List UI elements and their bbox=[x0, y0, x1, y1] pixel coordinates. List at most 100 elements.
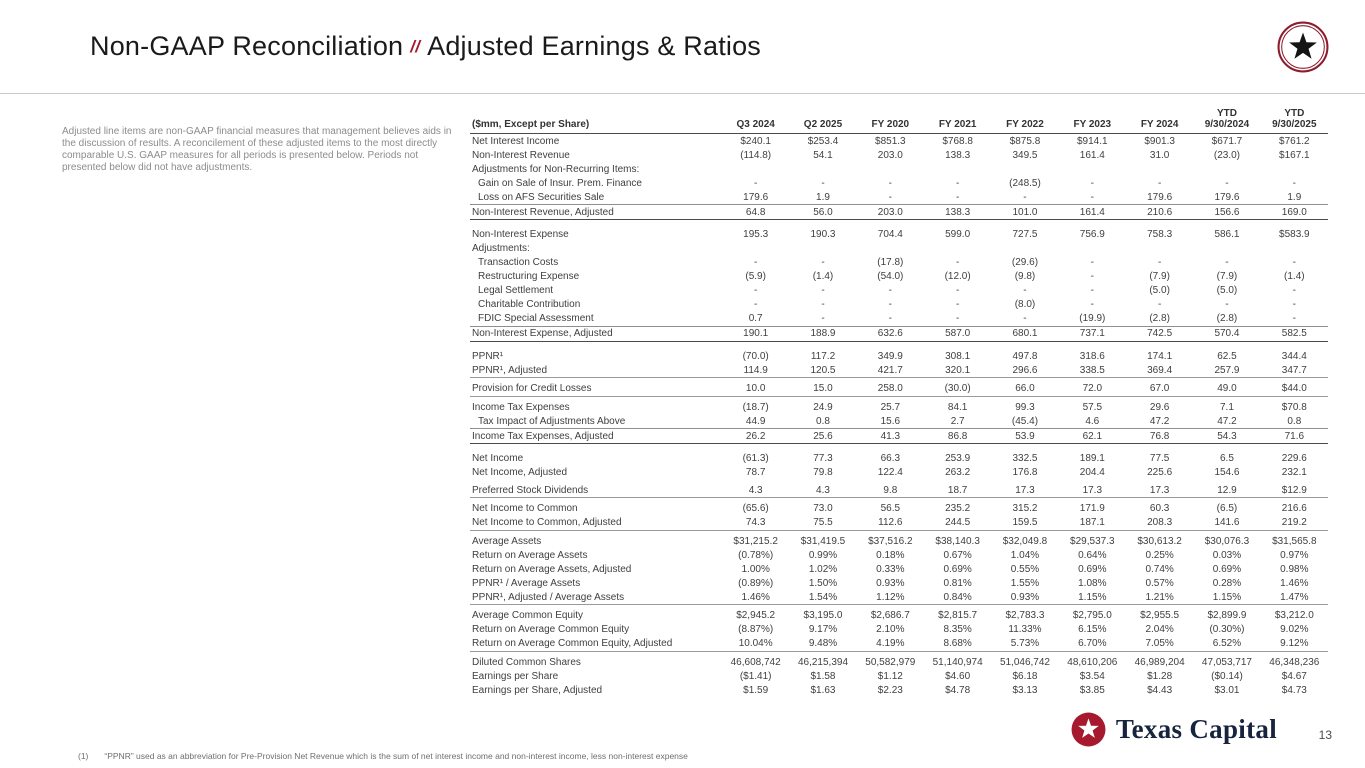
cell-value: 11.33% bbox=[1008, 624, 1042, 635]
cell-value: 174.1 bbox=[1147, 350, 1173, 362]
cell-value: $1.58 bbox=[810, 670, 836, 682]
cell-value: 66.0 bbox=[991, 377, 1059, 397]
cell-value: $30,613.2 bbox=[1137, 535, 1182, 547]
cell-value: 6.5 bbox=[1220, 453, 1234, 464]
cell-value: (61.3) bbox=[742, 453, 769, 464]
cell-value: 4.3 bbox=[722, 479, 790, 498]
cell-value: $761.2 bbox=[1279, 135, 1310, 147]
cell-value: $2.23 bbox=[877, 684, 903, 696]
row-label: FDIC Special Assessment bbox=[470, 311, 722, 327]
cell-value: $875.8 bbox=[1009, 135, 1041, 147]
cell-value: 742.5 bbox=[1125, 326, 1194, 342]
cell-value: $30,076.3 bbox=[1204, 535, 1250, 547]
cell-value: $1.59 bbox=[743, 684, 769, 696]
cell-value: 1.00% bbox=[741, 563, 770, 575]
table-row: Provision for Credit Losses 10.0 15.0 258.0… bbox=[470, 377, 1328, 397]
cell-value: 50,582,979 bbox=[865, 656, 916, 668]
cell-value: (7.9) bbox=[1149, 271, 1170, 282]
table-row: Non-Interest Revenue (114.8) 54.1 203.0 138.… bbox=[470, 148, 1328, 162]
column-header: YTD 9/30/2025 bbox=[1260, 106, 1328, 134]
cell-value: - bbox=[1292, 285, 1296, 296]
cell-value: 0.8 bbox=[789, 414, 857, 429]
reconciliation-table: ($mm, Except per Share) Q3 2024 Q2 2025 FY … bbox=[470, 106, 1328, 697]
cell-value: 78.7 bbox=[745, 467, 766, 478]
cell-value: 117.2 bbox=[810, 350, 836, 362]
cell-value: 187.1 bbox=[1058, 515, 1126, 531]
cell-value bbox=[991, 242, 1058, 256]
cell-value: 54.3 bbox=[1193, 428, 1261, 444]
cell-value: 84.1 bbox=[947, 401, 968, 413]
column-header: FY 2024 bbox=[1125, 106, 1194, 134]
cell-value: 48,610,206 bbox=[1067, 656, 1118, 668]
table-row: Net Income, Adjusted 78.7 79.8 122.4 263.2 17… bbox=[470, 466, 1328, 480]
cell-value: $3.13 bbox=[1012, 684, 1038, 696]
cell-value: 216.6 bbox=[1281, 503, 1307, 514]
cell-value: 219.2 bbox=[1260, 515, 1328, 531]
table-row: Non-Interest Expense 195.3 190.3 704.4 599.0… bbox=[470, 220, 1328, 242]
cell-value: (8.0) bbox=[1014, 299, 1036, 310]
footnote: (1) “PPNR” used as an abbreviation for Pr… bbox=[78, 751, 688, 761]
cell-value: - bbox=[888, 299, 892, 310]
cell-value: 86.8 bbox=[923, 428, 992, 444]
cell-value: 66.3 bbox=[880, 453, 901, 464]
table-row: FDIC Special Assessment 0.7- - - - (19.9) (2.8… bbox=[470, 311, 1328, 327]
title-separator: // bbox=[410, 37, 421, 56]
cell-value: $12.9 bbox=[1260, 479, 1328, 498]
cell-value: 46,215,394 bbox=[797, 656, 849, 668]
table-row: Net Interest Income $240.1 $253.4 $851.3 $76… bbox=[470, 134, 1328, 149]
intro-text: Adjusted line items are non-GAAP financi… bbox=[62, 126, 452, 173]
cell-value: 60.3 bbox=[1149, 503, 1170, 514]
cell-value: 154.6 bbox=[1214, 467, 1240, 478]
table-row: Gain on Sale of Insur. Prem. Finance - - - -… bbox=[470, 176, 1328, 190]
cell-value: $240.1 bbox=[740, 135, 771, 147]
cell-value: 77.3 bbox=[813, 453, 833, 464]
column-header: Q2 2025 bbox=[789, 106, 857, 134]
table-row: PPNR¹ (70.0) 117.2 349.9 308.1 497.8 318.6 174.… bbox=[470, 341, 1328, 363]
cell-value: 0.33% bbox=[876, 563, 905, 575]
cell-value: (9.8) bbox=[1014, 271, 1036, 282]
cell-value: 586.1 bbox=[1214, 229, 1240, 240]
cell-value: 204.4 bbox=[1079, 467, 1105, 478]
row-label: Income Tax Expenses, Adjusted bbox=[470, 428, 722, 444]
row-label: Transaction Costs bbox=[478, 257, 559, 268]
table-row: Legal Settlement - - - - - - (5.0) (5.0) - bbox=[470, 284, 1328, 298]
footnote-marker: (1) bbox=[78, 751, 89, 761]
table-row: Charitable Contribution - - - - (8.0) - - - - bbox=[470, 298, 1328, 312]
cell-value: 62.5 bbox=[1217, 350, 1237, 362]
cell-value: 138.3 bbox=[923, 204, 992, 220]
cell-value: 756.9 bbox=[1079, 229, 1105, 240]
column-header: FY 2020 bbox=[856, 106, 924, 134]
cell-value: 179.6 bbox=[1125, 190, 1194, 205]
cell-value: 344.4 bbox=[1281, 350, 1307, 362]
row-label: Net Income to Common, Adjusted bbox=[470, 515, 722, 531]
cell-value: $253.4 bbox=[807, 135, 839, 147]
cell-value: 203.0 bbox=[877, 149, 903, 161]
cell-value: 0.93% bbox=[876, 577, 905, 589]
row-label: Adjustments: bbox=[472, 243, 530, 254]
cell-value: - bbox=[753, 285, 758, 296]
cell-value: $4.43 bbox=[1147, 684, 1173, 696]
cell-value: 9.48% bbox=[789, 636, 857, 652]
cell-value: $901.3 bbox=[1144, 135, 1175, 147]
cell-value: 582.5 bbox=[1260, 326, 1328, 342]
cell-value: (54.0) bbox=[877, 271, 904, 282]
row-label: Income Tax Expenses bbox=[472, 401, 570, 413]
cell-value: $1.63 bbox=[810, 684, 836, 696]
cell-value bbox=[1126, 242, 1193, 256]
column-header: FY 2022 bbox=[991, 106, 1059, 134]
cell-value: $29,537.3 bbox=[1070, 535, 1115, 547]
cell-value: (70.0) bbox=[742, 350, 769, 362]
cell-value: $4.73 bbox=[1281, 684, 1307, 696]
cell-value: $31,419.5 bbox=[800, 535, 846, 547]
row-label: PPNR¹ bbox=[472, 350, 504, 362]
row-label: Return on Average Assets, Adjusted bbox=[472, 563, 632, 575]
cell-value: 0.25% bbox=[1145, 549, 1174, 561]
cell-value: 7.1 bbox=[1220, 401, 1234, 413]
cell-value: 680.1 bbox=[991, 326, 1059, 342]
column-header: Q3 2024 bbox=[722, 106, 790, 134]
table-row: Net Income to Common (65.6) 73.0 56.5 235.2 3… bbox=[470, 498, 1328, 516]
row-label: Provision for Credit Losses bbox=[470, 377, 722, 397]
cell-value: (6.5) bbox=[1216, 503, 1238, 514]
cell-value: 9.12% bbox=[1260, 636, 1328, 652]
cell-value: - bbox=[1157, 257, 1162, 268]
